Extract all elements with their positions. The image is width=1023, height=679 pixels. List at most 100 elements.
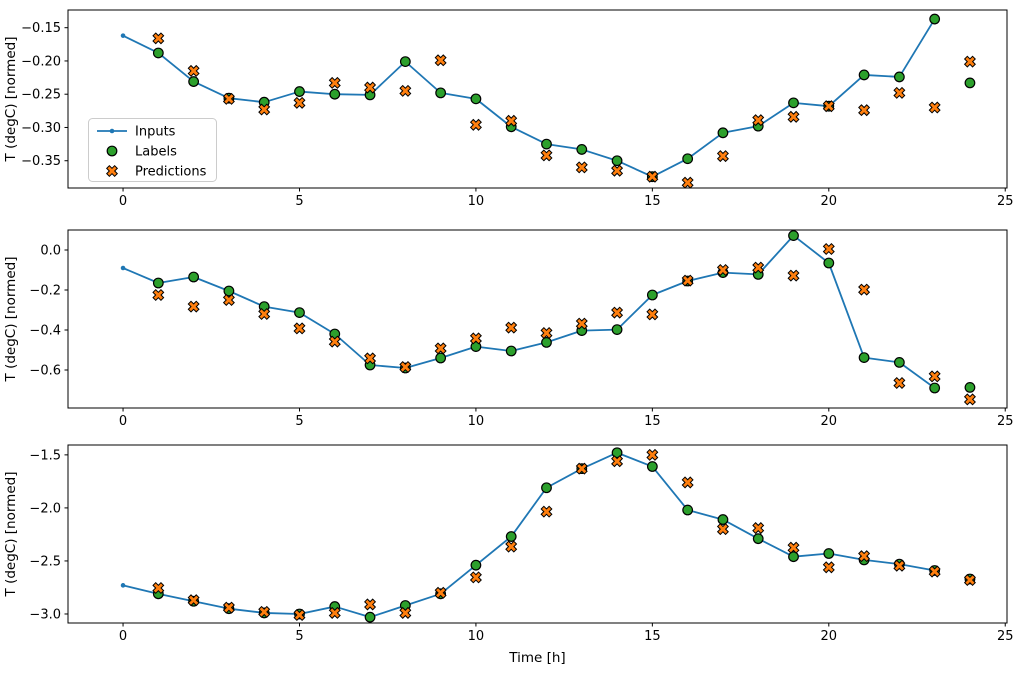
labels-marker: [188, 76, 200, 87]
labels-marker: [576, 144, 588, 155]
predictions-marker: [646, 448, 659, 461]
predictions-marker: [963, 393, 976, 406]
predictions-marker: [152, 32, 165, 45]
labels-marker: [470, 559, 482, 571]
predictions-marker: [505, 114, 518, 127]
labels-marker: [611, 447, 623, 459]
labels-marker: [541, 337, 552, 348]
y-tick-label: −0.35: [21, 154, 61, 169]
labels-marker: [717, 514, 729, 525]
predictions-marker: [858, 104, 871, 117]
x-tick-label: 0: [119, 414, 127, 429]
x-tick-label: 15: [644, 629, 661, 644]
predictions-marker: [963, 574, 976, 587]
predictions-marker: [469, 571, 482, 584]
predictions-marker: [858, 550, 871, 563]
labels-marker: [611, 324, 623, 336]
labels-marker: [964, 382, 976, 393]
predictions-marker: [258, 605, 271, 618]
x-tick-label: 5: [295, 629, 303, 644]
labels-marker: [294, 307, 305, 319]
legend-label: Inputs: [135, 125, 176, 140]
predictions-marker: [399, 606, 412, 619]
x-tick-label: 20: [821, 194, 838, 209]
labels-marker: [788, 97, 799, 109]
predictions-marker: [222, 92, 235, 105]
labels-marker: [152, 277, 164, 289]
predictions-marker: [752, 114, 765, 127]
x-tick-label: 0: [119, 194, 127, 209]
labels-marker: [788, 230, 799, 242]
y-tick-label: −0.6: [29, 364, 61, 379]
y-axis-label: T (degC) [normed]: [3, 472, 19, 598]
predictions-marker: [822, 561, 835, 574]
labels-marker: [964, 77, 976, 89]
labels-marker: [435, 352, 447, 364]
predictions-marker: [258, 307, 271, 321]
predictions-marker: [469, 332, 482, 345]
subplot-1: 0 5 10 15 20 25 −0.15 −0.20 −0.25 −0.30 −0.35T (de…: [3, 9, 1014, 209]
predictions-marker: [611, 164, 624, 177]
x-tick-label: 25: [997, 414, 1014, 429]
labels-marker: [611, 155, 623, 167]
predictions-marker: [222, 293, 235, 307]
predictions-marker: [716, 523, 729, 536]
predictions-marker: [928, 565, 941, 578]
x-tick-label: 25: [997, 194, 1014, 209]
x-tick-label: 15: [644, 414, 661, 429]
predictions-marker: [364, 352, 377, 365]
predictions-marker: [681, 176, 694, 189]
y-tick-label: 0.0: [40, 244, 61, 259]
labels-marker: [752, 533, 764, 545]
labels-marker: [541, 138, 552, 150]
predictions-marker: [681, 274, 694, 287]
labels-marker: [399, 56, 411, 68]
predictions-marker: [328, 606, 341, 619]
predictions-marker: [540, 505, 553, 518]
y-tick-label: −2.0: [29, 501, 61, 516]
x-tick-label: 5: [295, 414, 303, 429]
predictions-marker: [928, 101, 941, 114]
axes-frame: [67, 229, 1008, 409]
x-tick-label: 25: [997, 629, 1014, 644]
y-tick-label: −0.25: [21, 88, 61, 103]
predictions-marker: [434, 342, 447, 355]
inputs-dot: [120, 265, 126, 271]
predictions-marker: [187, 64, 200, 77]
axes-frame: [67, 9, 1008, 189]
axes-frame: [67, 444, 1008, 624]
predictions-marker: [575, 161, 588, 174]
predictions-marker: [328, 76, 341, 89]
y-tick-label: −0.4: [29, 324, 61, 339]
labels-marker: [470, 341, 482, 353]
predictions-marker: [646, 170, 659, 183]
legend: Inputs Labels Predictions: [88, 118, 217, 182]
labels-marker: [646, 461, 658, 472]
predictions-marker: [364, 81, 377, 94]
predictions-marker: [222, 601, 235, 614]
labels-marker: [682, 153, 694, 165]
inputs-line: [122, 18, 936, 178]
legend-box: [88, 118, 217, 182]
labels-marker: [505, 345, 517, 357]
predictions-marker: [293, 322, 306, 335]
predictions-marker: [928, 370, 941, 383]
predictions-marker: [822, 100, 835, 113]
predictions-marker: [399, 360, 412, 374]
predictions-marker: [152, 288, 165, 302]
predictions-marker: [575, 462, 588, 475]
predictions-marker: [434, 586, 447, 599]
predictions-marker: [787, 541, 800, 554]
predictions-marker: [893, 376, 906, 390]
subplot-2: 0 5 10 15 20 25 0.0 −0.2 −0.4 −0.6 T (degC) [norme…: [3, 229, 1014, 429]
x-tick-label: 15: [644, 194, 661, 209]
labels-marker: [152, 47, 164, 59]
predictions-marker: [611, 455, 624, 468]
labels-marker: [470, 93, 482, 105]
predictions-marker: [187, 300, 200, 313]
labels-marker: [893, 357, 905, 368]
y-axis-label: T (degC) [normed]: [3, 37, 19, 163]
y-tick-label: −0.15: [21, 21, 61, 36]
labels-marker: [682, 504, 694, 516]
